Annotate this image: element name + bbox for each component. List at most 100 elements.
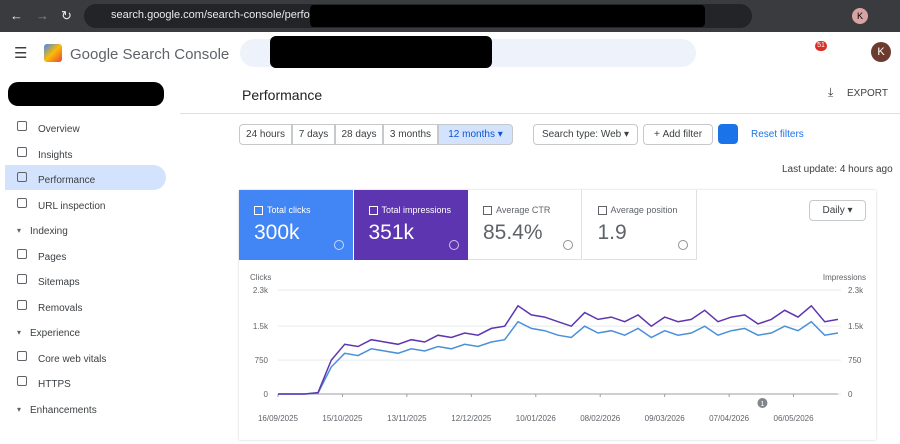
help	[334, 240, 344, 250]
y2-axis-title: Impressions	[823, 273, 866, 282]
nav-icon	[17, 248, 27, 259]
granularity[interactable]: Daily ▾	[809, 200, 866, 221]
nav-item[interactable]: Pages	[38, 251, 67, 263]
account[interactable]: K	[871, 42, 891, 62]
y-tick-label: 750	[255, 356, 269, 365]
export-icon: ⤓	[828, 85, 834, 99]
metric-card[interactable]: Total clicks 300k	[239, 190, 353, 260]
nav-active	[5, 165, 166, 190]
page-title: Performance	[242, 87, 323, 103]
metric-label: Average position	[610, 205, 678, 215]
help	[563, 240, 573, 250]
checkbox	[368, 206, 378, 215]
range-button[interactable]: 24 hours	[239, 124, 292, 145]
range-button[interactable]: 12 months ▾	[438, 124, 513, 145]
menu[interactable]: ☰	[14, 45, 28, 62]
back[interactable]: ←	[10, 8, 23, 23]
metric-card[interactable]: Total impressions 351k	[353, 190, 468, 260]
add-filter[interactable]: + Add filter	[643, 124, 713, 145]
app-title: Google Search Console	[70, 46, 230, 63]
annotation-label: 1	[760, 401, 764, 408]
x-tick-label: 10/01/2026	[516, 414, 557, 423]
nav-item[interactable]: Performance	[38, 175, 96, 186]
export[interactable]: EXPORT	[847, 88, 888, 99]
x-tick-label: 13/11/2025	[387, 414, 427, 423]
nav-item[interactable]: Sitemaps	[38, 277, 80, 288]
checkbox	[483, 206, 492, 215]
metric-value: 1.9	[597, 221, 627, 244]
nav-icon	[17, 274, 27, 284]
filter-icon[interactable]	[718, 124, 738, 144]
x-tick-label: 09/03/2026	[645, 414, 686, 423]
metric-label: Total impressions	[381, 205, 452, 215]
nav-item[interactable]: Overview	[38, 124, 80, 135]
y2-tick-label: 750	[848, 356, 862, 365]
nav-item[interactable]: HTTPS	[38, 379, 71, 390]
range-button[interactable]: 3 months	[383, 124, 438, 145]
notification-badge: 51	[815, 41, 827, 51]
range-button[interactable]: 28 days	[335, 124, 383, 145]
nav-icon	[17, 121, 27, 131]
badge: 51	[817, 42, 825, 49]
nav-section[interactable]: Experience	[30, 328, 81, 339]
y2-tick-label: 1.5k	[848, 322, 864, 331]
last-update: Last update: 4 hours ago	[782, 164, 893, 175]
nav-item[interactable]: Insights	[38, 149, 73, 161]
nav-item[interactable]: Core web vitals	[38, 353, 107, 365]
nav-item[interactable]: URL inspection	[38, 200, 106, 212]
x-tick-label: 07/04/2026	[709, 414, 750, 423]
redaction	[310, 5, 705, 27]
section-arrow: ▾	[17, 404, 22, 414]
add-filter-text: Add filter	[662, 129, 703, 140]
metric-card[interactable]: Average CTR 85.4%	[468, 190, 582, 260]
search-type-text: Search type: Web	[541, 129, 622, 140]
nav-icon	[17, 146, 27, 157]
annotation-marker	[757, 398, 768, 408]
url: search.google.com/search-console/perform…	[111, 9, 329, 21]
metric-label: Total clicks	[267, 205, 311, 215]
account-letter: K	[877, 46, 885, 58]
help	[448, 240, 459, 250]
checkbox	[597, 206, 607, 215]
help	[677, 240, 688, 250]
y-tick-label: 1.5k	[253, 322, 269, 331]
x-tick-label: 16/09/2025	[258, 414, 299, 423]
y-axis-title: Clicks	[250, 273, 271, 282]
x-tick-label: 12/12/2025	[451, 414, 492, 423]
y-tick-label: 0	[264, 390, 269, 399]
nav-item[interactable]: Removals	[38, 302, 83, 314]
metric-label: Average CTR	[496, 205, 551, 215]
forward[interactable]: →	[36, 8, 49, 23]
x-tick-label: 08/02/2026	[580, 414, 621, 423]
redaction	[270, 36, 492, 68]
section-arrow: ▾	[17, 226, 22, 235]
search-type[interactable]: Search type: Web ▾	[533, 124, 638, 145]
reload[interactable]: ↻	[61, 8, 72, 23]
y2-tick-label: 0	[848, 390, 853, 399]
metric-value: 300k	[254, 221, 300, 244]
browser-bar: search.google.com/search-console/perform…	[0, 0, 900, 32]
metric-value: 351k	[368, 221, 415, 244]
nav-icon	[17, 172, 27, 182]
nav-section[interactable]: Enhancements	[30, 404, 97, 416]
checkbox	[254, 206, 263, 215]
range-button[interactable]: 7 days	[292, 124, 335, 145]
property-redaction	[8, 82, 164, 106]
nav-icon	[17, 376, 27, 386]
metric-card[interactable]: Average position 1.9	[582, 190, 697, 260]
section-arrow: ▾	[17, 328, 22, 337]
avatar[interactable]: K	[852, 8, 868, 24]
granularity-text: Daily	[822, 205, 845, 216]
divider	[180, 113, 900, 114]
nav-icon	[17, 197, 27, 208]
reset-filters[interactable]: Reset filters	[751, 129, 804, 140]
nav-section[interactable]: Indexing	[30, 226, 68, 237]
logo	[44, 44, 62, 62]
app-header: ☰ Google Search Console 51 K	[0, 32, 900, 75]
series-line	[278, 304, 839, 395]
y2-tick-label: 2.3k	[848, 286, 864, 295]
metric-value: 85.4%	[483, 221, 543, 244]
nav-icon	[17, 299, 27, 310]
chart: Clicks Impressions 0 750 1.5k 2.3k 0 750 1.5k 2.3…	[250, 273, 866, 423]
